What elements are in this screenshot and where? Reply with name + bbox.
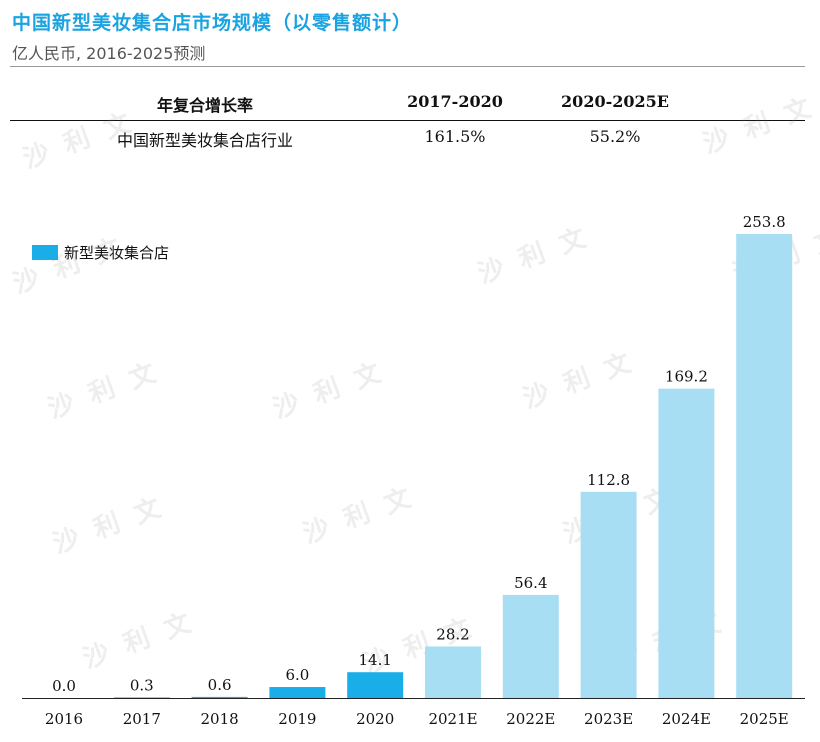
header-divider (10, 66, 805, 67)
x-tick-label-2023E: 2023E (584, 710, 633, 728)
data-label-2016: 0.0 (52, 677, 76, 695)
x-tick-label-2022E: 2022E (506, 710, 555, 728)
data-label-2023E: 112.8 (587, 471, 630, 489)
x-tick-label-2016: 2016 (45, 710, 83, 728)
data-label-2021E: 28.2 (436, 625, 469, 643)
data-label-2020: 14.1 (358, 651, 391, 669)
cagr-table-row: 中国新型美妆集合店行业 161.5% 55.2% (10, 121, 805, 155)
chart-legend: 新型美妆集合店 (32, 242, 169, 263)
x-tick-label-2018: 2018 (201, 710, 239, 728)
bar-2023E (580, 491, 637, 698)
bar-2018 (191, 696, 248, 698)
cagr-header-label: 年复合增长率 (156, 96, 254, 115)
bar-2020 (347, 672, 404, 698)
cagr-row-value-1: 161.5% (424, 127, 486, 146)
data-label-2022E: 56.4 (514, 574, 547, 592)
legend-swatch (32, 245, 58, 260)
bar-2022E (502, 594, 559, 698)
bar-2017 (113, 697, 170, 698)
cagr-row-value-2: 55.2% (589, 127, 641, 146)
x-tick-label-2021E: 2021E (428, 710, 477, 728)
chart-subtitle: 亿人民币, 2016-2025预测 (12, 44, 206, 63)
x-tick-label-2025E: 2025E (740, 710, 789, 728)
legend-label: 新型美妆集合店 (64, 244, 170, 262)
cagr-header-period-2: 2020-2025E (561, 92, 669, 111)
cagr-row-industry: 中国新型美妆集合店行业 (116, 131, 294, 150)
bar-2019 (269, 687, 326, 698)
bar-2021E (425, 646, 481, 698)
bar-2024E (658, 388, 715, 698)
data-label-2025E: 253.8 (743, 213, 786, 231)
chart-title: 中国新型美妆集合店市场规模（以零售额计） (12, 12, 413, 34)
data-label-2024E: 169.2 (665, 368, 708, 386)
x-tick-label-2020: 2020 (356, 710, 394, 728)
x-tick-label-2017: 2017 (123, 710, 161, 728)
cagr-table: 年复合增长率 2017-2020 2020-2025E 中国新型美妆集合店行业 … (10, 88, 805, 155)
x-tick-label-2019: 2019 (278, 710, 316, 728)
data-label-2018: 0.6 (208, 676, 232, 694)
data-label-2017: 0.3 (130, 676, 154, 694)
cagr-header-period-1: 2017-2020 (407, 92, 503, 111)
bar-2025E (736, 234, 793, 698)
cagr-table-header: 年复合增长率 2017-2020 2020-2025E (10, 88, 805, 121)
x-tick-label-2024E: 2024E (662, 710, 711, 728)
data-label-2019: 6.0 (285, 666, 309, 684)
